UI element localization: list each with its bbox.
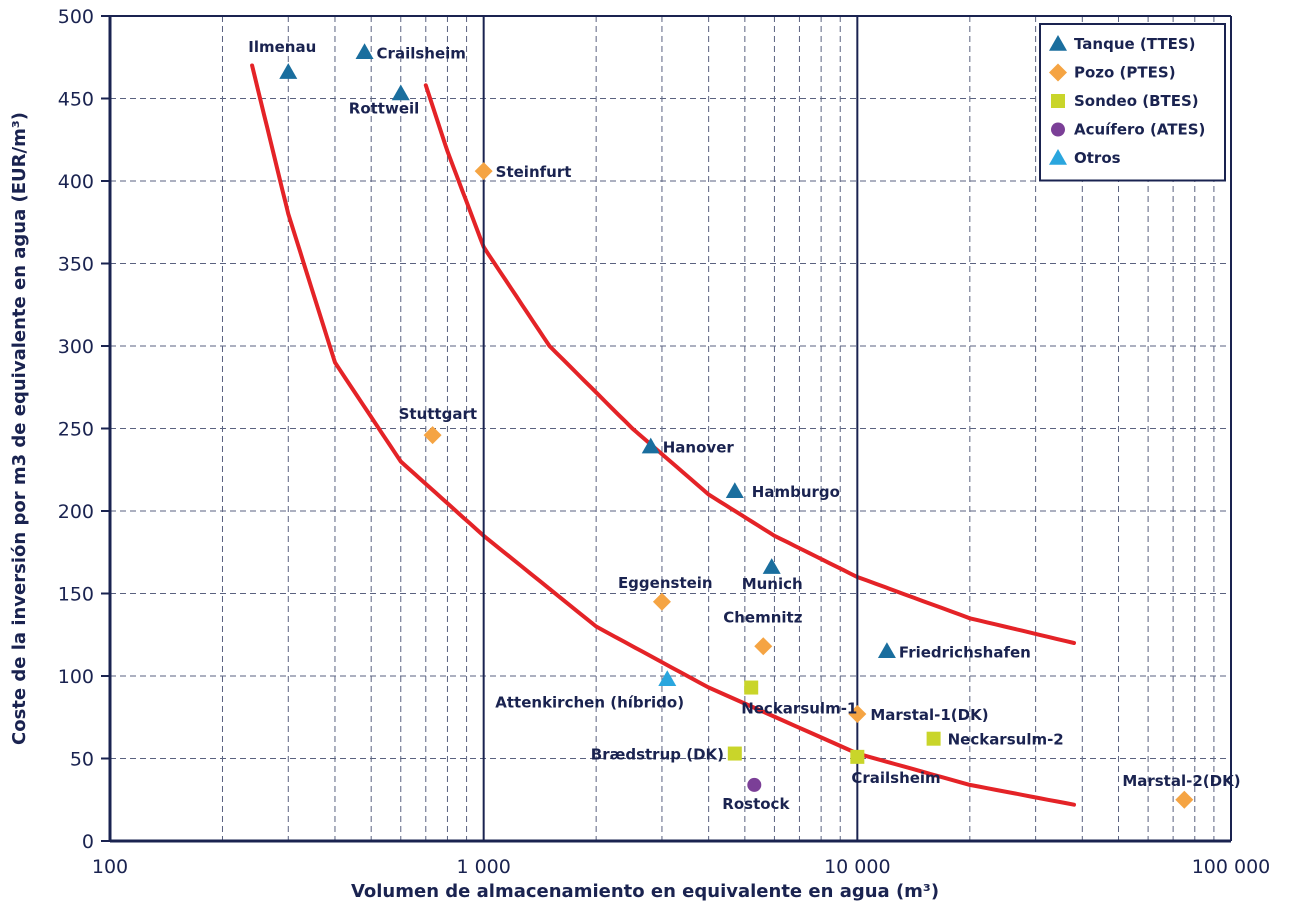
point-label: Neckarsulm-1 [741,700,857,718]
data-point [1175,790,1194,809]
x-tick-label: 1 000 [456,856,510,878]
trend-curves [250,63,1076,807]
data-point [848,704,867,723]
point-label: Chemnitz [723,608,802,626]
x-tick-label: 100 [92,856,128,878]
point-label: Attenkirchen (híbrido) [495,693,684,711]
point-label: Friedrichshafen [899,643,1031,661]
y-tick-label: 0 [82,831,94,853]
legend-entry: Acuífero (ATES) [1074,121,1205,139]
legend-marker [1051,122,1065,137]
point-label: Crailsheim [377,44,466,62]
legend-entry: Otros [1074,149,1121,167]
data-point [747,777,762,792]
y-tick-label: 100 [58,666,94,688]
tick-labels: 0 50 100 150 200 250 300 350 400 450 500 100 1 000 10… [58,6,1271,878]
point-labels: Ilmenau Crailsheim Rottweil Hanover Hamburgo… [248,38,1240,813]
point-label: Brædstrup (DK) [591,746,724,764]
point-label: Steinfurt [496,163,572,181]
data-point [391,84,410,101]
trend-curve [250,63,1076,807]
y-tick-label: 250 [58,419,94,441]
data-point [652,592,671,611]
point-label: Hanover [663,439,735,457]
data-point [474,162,493,181]
point-label: Munich [742,575,803,593]
y-tick-label: 400 [58,171,94,193]
data-point [279,63,298,79]
y-tick-label: 150 [58,584,94,606]
legend-marker [1049,63,1067,82]
point-label: Rostock [722,795,790,813]
data-point [355,43,374,60]
point-label: Crailsheim [851,769,940,787]
data-point [754,637,773,656]
y-tick-label: 500 [58,6,94,28]
x-axis-title: Volumen de almacenamiento en equivalente… [351,881,939,902]
point-label: Ilmenau [248,38,316,56]
point-label: Marstal-2(DK) [1122,772,1240,790]
data-point [877,642,896,658]
data-point [744,680,759,695]
point-label: Hamburgo [752,483,840,501]
data-point [850,749,865,764]
y-axis-title: Coste de la inversión por m3 de equivale… [9,112,30,745]
trend-curve [423,83,1076,645]
legend-entry: Sondeo (BTES) [1074,92,1199,110]
x-tick-label: 100 000 [1192,856,1271,878]
point-label: Eggenstein [618,574,713,592]
axes [101,15,1232,843]
data-point [725,482,744,498]
data-point [727,746,742,761]
data-point [423,426,442,445]
x-tick-label: 10 000 [824,856,890,878]
point-label: Stuttgart [399,405,477,423]
data-points [279,43,1194,809]
legend-marker [1049,35,1067,51]
y-tick-label: 300 [58,336,94,358]
point-label: Rottweil [349,100,420,118]
data-point [926,731,941,746]
data-point [658,670,677,687]
y-tick-label: 350 [58,254,94,276]
legend-marker [1049,149,1067,165]
data-point [762,558,781,574]
y-tick-label: 50 [70,749,94,771]
legend: Tanque (TTES) Pozo (PTES) Sondeo (BTES) Acu… [1039,23,1226,182]
data-point [641,437,660,454]
legend-marker [1051,94,1065,108]
y-tick-label: 200 [58,501,94,523]
legend-box [1039,23,1226,182]
legend-entry: Tanque (TTES) [1074,35,1195,53]
y-tick-label: 450 [58,89,94,111]
legend-entry: Pozo (PTES) [1074,64,1176,82]
point-label: Neckarsulm-2 [948,731,1064,749]
point-label: Marstal-1(DK) [870,706,988,724]
